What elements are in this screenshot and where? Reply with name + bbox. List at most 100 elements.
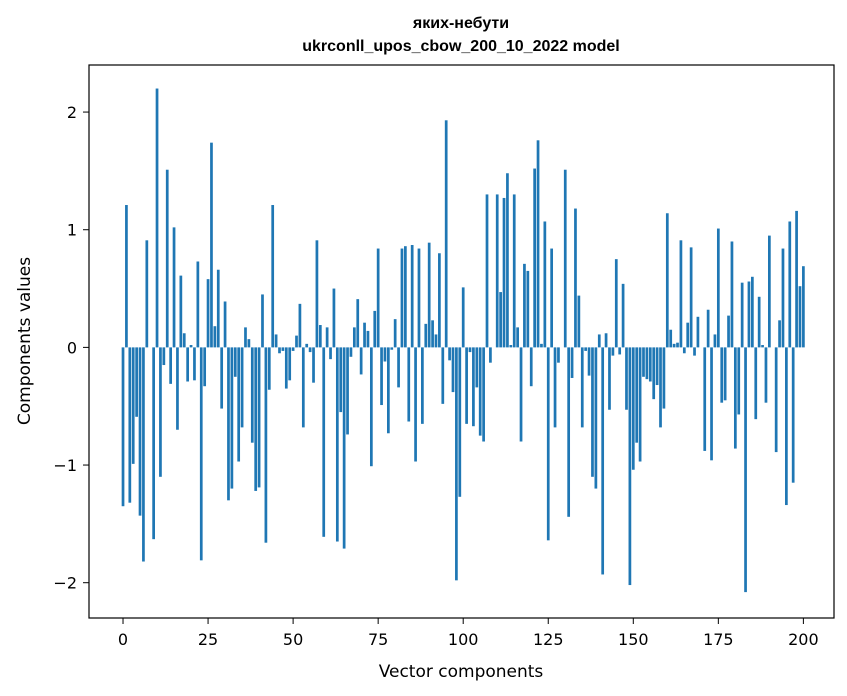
bar-90 <box>427 242 431 348</box>
bar-128 <box>557 347 560 363</box>
bar-199 <box>798 286 802 348</box>
bar-29 <box>220 347 224 409</box>
bar-158 <box>659 347 662 428</box>
y-tick-label: −2 <box>53 574 77 593</box>
bar-78 <box>387 347 390 434</box>
bar-81 <box>397 347 400 388</box>
bar-166 <box>686 322 690 348</box>
bar-193 <box>778 320 781 348</box>
bar-197 <box>791 347 795 483</box>
bar-85 <box>410 245 414 348</box>
bar-167 <box>689 247 693 348</box>
bar-142 <box>604 333 608 348</box>
bar-84 <box>407 347 411 422</box>
bar-14 <box>169 347 173 384</box>
bar-159 <box>662 347 666 409</box>
bar-61 <box>329 347 332 360</box>
bar-44 <box>271 205 275 348</box>
bar-9 <box>152 347 155 540</box>
bar-180 <box>733 347 737 449</box>
bar-182 <box>740 282 744 348</box>
bar-62 <box>332 288 336 348</box>
bar-164 <box>679 240 683 348</box>
bar-17 <box>179 275 183 348</box>
bar-173 <box>710 347 713 461</box>
bar-16 <box>176 347 179 430</box>
bar-135 <box>580 347 584 428</box>
bar-130 <box>563 169 567 348</box>
bar-185 <box>750 276 754 348</box>
bar-100 <box>461 287 465 348</box>
bar-144 <box>611 347 615 356</box>
bar-101 <box>465 347 468 424</box>
bar-99 <box>458 347 462 497</box>
x-axis-ticks: 0 25 50 75 100 125 150 175 200 <box>118 618 819 649</box>
bar-155 <box>648 347 652 382</box>
bar-25 <box>206 279 210 348</box>
bar-28 <box>216 269 220 348</box>
x-tick-label: 100 <box>448 630 479 649</box>
bar-119 <box>526 270 530 348</box>
bar-40 <box>257 347 261 488</box>
bar-4 <box>135 347 138 417</box>
bar-112 <box>502 197 506 348</box>
bar-150 <box>631 347 635 470</box>
bar-33 <box>233 347 237 377</box>
bar-189 <box>764 347 768 403</box>
bar-26 <box>210 142 213 348</box>
bar-43 <box>267 347 271 390</box>
bar-38 <box>250 347 254 443</box>
bar-70 <box>359 347 363 375</box>
bar-50 <box>291 347 295 351</box>
bar-139 <box>594 347 598 489</box>
bar-12 <box>162 347 166 366</box>
bar-171 <box>703 347 707 451</box>
bar-126 <box>550 248 554 348</box>
bar-124 <box>543 221 547 348</box>
bar-195 <box>785 347 788 506</box>
bar-91 <box>431 320 434 348</box>
bar-162 <box>672 343 676 348</box>
bar-63 <box>335 347 339 542</box>
bar-6 <box>142 347 145 562</box>
bar-5 <box>138 347 142 516</box>
bar-106 <box>482 347 485 442</box>
bar-114 <box>509 345 513 348</box>
plot-area-frame <box>88 64 835 619</box>
bar-115 <box>512 194 516 348</box>
bars-group <box>121 88 805 593</box>
bar-146 <box>618 347 622 355</box>
bar-94 <box>441 347 445 404</box>
bar-3 <box>131 347 135 464</box>
bar-177 <box>723 347 727 401</box>
bar-54 <box>305 343 309 348</box>
bar-168 <box>693 347 696 356</box>
bar-117 <box>519 347 523 442</box>
bar-140 <box>597 334 601 348</box>
bar-23 <box>199 347 203 561</box>
y-axis-ticks: −2 −1 0 1 2 <box>53 103 89 593</box>
bar-1 <box>125 205 128 348</box>
x-tick-label: 25 <box>198 630 218 649</box>
bar-82 <box>400 248 404 348</box>
bar-58 <box>318 325 322 348</box>
bar-149 <box>628 347 632 586</box>
bar-178 <box>727 315 730 348</box>
chart-title-line-2: ukrconll_upos_cbow_200_10_2022 model <box>302 38 619 55</box>
bar-184 <box>747 281 751 348</box>
bar-105 <box>478 347 482 436</box>
bar-88 <box>421 347 424 424</box>
bar-186 <box>754 347 758 420</box>
bar-65 <box>342 347 346 549</box>
bar-89 <box>424 323 428 348</box>
x-axis-label: Vector components <box>379 662 544 682</box>
bar-176 <box>720 347 724 403</box>
bar-147 <box>621 283 625 348</box>
bar-116 <box>516 327 519 348</box>
bar-64 <box>339 347 343 413</box>
bar-11 <box>159 347 162 477</box>
bar-67 <box>349 347 353 357</box>
y-tick-label: 2 <box>67 103 77 122</box>
bar-79 <box>390 347 394 350</box>
